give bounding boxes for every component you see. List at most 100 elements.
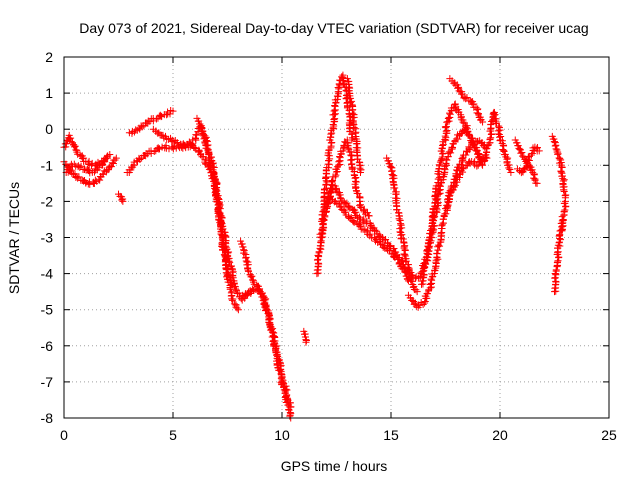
x-tick-label: 10	[274, 427, 290, 443]
data-point-marker	[191, 144, 199, 152]
data-point-marker	[424, 287, 432, 295]
plot-frame	[63, 56, 610, 419]
data-point-marker	[405, 270, 413, 278]
data-point-marker	[315, 249, 323, 257]
data-point-marker	[552, 145, 560, 153]
data-point-marker	[389, 252, 397, 260]
data-point-marker	[408, 277, 416, 285]
data-point-marker	[287, 403, 295, 411]
series-track-z	[548, 132, 570, 202]
data-point-marker	[367, 223, 375, 231]
data-point-marker	[561, 197, 569, 205]
series-track-d	[115, 190, 127, 205]
data-point-marker	[154, 144, 162, 152]
data-point-marker	[330, 107, 338, 115]
data-point-marker	[96, 176, 104, 184]
data-point-marker	[462, 124, 470, 132]
data-point-marker	[118, 196, 126, 204]
data-point-marker	[360, 206, 368, 214]
data-point-marker	[170, 138, 178, 146]
data-point-marker	[197, 123, 205, 131]
data-point-marker	[451, 181, 459, 189]
data-point-marker	[506, 165, 514, 173]
data-layer	[60, 71, 570, 422]
data-point-marker	[335, 191, 343, 199]
data-point-marker	[552, 267, 560, 275]
data-point-marker	[507, 169, 515, 177]
data-point-marker	[179, 140, 187, 148]
data-point-marker	[67, 134, 75, 142]
data-point-marker	[356, 164, 364, 172]
data-point-marker	[416, 273, 424, 281]
data-point-marker	[319, 220, 327, 228]
data-point-marker	[226, 259, 234, 267]
data-point-marker	[354, 189, 362, 197]
data-point-marker	[281, 387, 289, 395]
data-point-marker	[366, 230, 374, 238]
data-point-marker	[255, 286, 263, 294]
series-track-u	[442, 158, 482, 213]
data-point-marker	[395, 215, 403, 223]
data-point-marker	[450, 183, 458, 191]
series-track-f	[125, 106, 177, 137]
data-point-marker	[406, 266, 414, 274]
data-point-marker	[402, 257, 410, 265]
data-point-marker	[421, 299, 429, 307]
data-point-marker	[473, 162, 481, 170]
data-point-marker	[335, 158, 343, 166]
y-tick-label: -2	[41, 193, 54, 209]
data-point-marker	[518, 149, 526, 157]
data-point-marker	[455, 83, 463, 91]
data-point-marker	[505, 164, 513, 172]
series-track-v	[446, 75, 487, 126]
data-point-marker	[449, 186, 457, 194]
data-point-marker	[379, 243, 387, 251]
data-point-marker	[223, 245, 231, 253]
data-point-marker	[83, 165, 91, 173]
data-point-marker	[419, 267, 427, 275]
data-point-marker	[106, 150, 114, 158]
data-point-marker	[132, 126, 140, 134]
data-point-marker	[391, 184, 399, 192]
data-point-marker	[337, 202, 345, 210]
data-point-marker	[264, 307, 272, 315]
data-point-marker	[496, 126, 504, 134]
data-point-marker	[422, 260, 430, 268]
data-point-marker	[357, 203, 365, 211]
data-point-marker	[244, 267, 252, 275]
data-point-marker	[387, 163, 395, 171]
data-point-marker	[527, 151, 535, 159]
data-point-marker	[231, 285, 239, 293]
data-point-marker	[210, 173, 218, 181]
x-axis-label: GPS time / hours	[281, 458, 388, 474]
data-point-marker	[334, 84, 342, 92]
data-point-marker	[302, 338, 310, 346]
data-point-marker	[329, 176, 337, 184]
data-point-marker	[447, 149, 455, 157]
series-track-c	[62, 154, 112, 177]
data-point-marker	[119, 197, 127, 205]
data-point-marker	[396, 259, 404, 267]
data-point-marker	[71, 142, 79, 150]
data-point-marker	[533, 179, 541, 187]
data-point-marker	[469, 100, 477, 108]
data-point-marker	[222, 242, 230, 250]
data-point-marker	[554, 150, 562, 158]
data-point-marker	[339, 79, 347, 87]
data-point-marker	[371, 226, 379, 234]
data-point-marker	[350, 124, 358, 132]
data-point-marker	[325, 157, 333, 165]
data-point-marker	[426, 242, 434, 250]
data-point-marker	[479, 118, 487, 126]
series-track-k	[300, 327, 310, 346]
data-point-marker	[426, 280, 434, 288]
data-point-marker	[101, 157, 109, 165]
data-point-marker	[515, 144, 523, 152]
data-point-marker	[79, 155, 87, 163]
data-point-marker	[535, 147, 543, 155]
data-point-marker	[444, 118, 452, 126]
series-track-j	[239, 285, 295, 411]
chart-title: Day 073 of 2021, Sidereal Day-to-day VTE…	[79, 20, 588, 36]
y-tick-label: 0	[45, 121, 53, 137]
